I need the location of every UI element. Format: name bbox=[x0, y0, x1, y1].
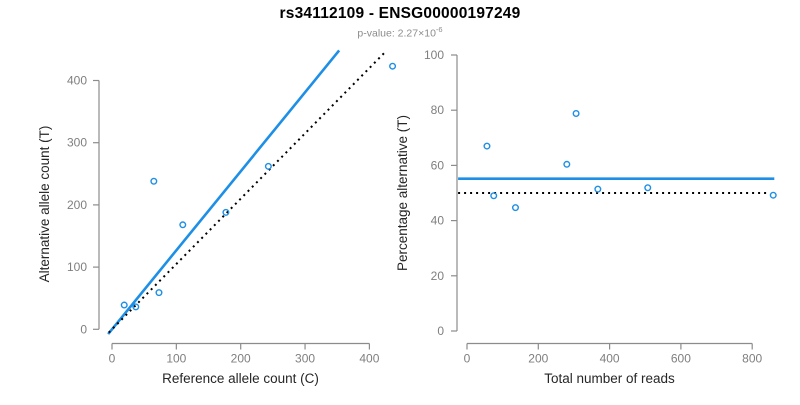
right-plot: 0 20 40 60 80 100 0 200 400 600 800 Total number of… bbox=[395, 48, 777, 386]
x-tick-label: 300 bbox=[295, 352, 315, 366]
x-tick-label: 200 bbox=[528, 352, 548, 366]
y-tick-label: 300 bbox=[67, 136, 87, 150]
data-point bbox=[132, 303, 140, 311]
data-point bbox=[511, 204, 519, 212]
figure-header: rs34112109 - ENSG00000197249 p-value: 2.… bbox=[0, 0, 800, 40]
data-point bbox=[120, 301, 128, 309]
x-axis-title: Reference allele count (C) bbox=[162, 371, 319, 386]
y-tick-label: 20 bbox=[431, 269, 445, 283]
y-tick-label: 0 bbox=[80, 322, 87, 336]
data-point bbox=[389, 62, 397, 70]
data-point bbox=[155, 289, 163, 297]
expected-50pct-line bbox=[108, 51, 386, 334]
data-point bbox=[490, 192, 498, 200]
data-point bbox=[179, 221, 187, 229]
data-point bbox=[563, 160, 571, 168]
data-point bbox=[222, 208, 230, 216]
x-tick-label: 800 bbox=[742, 352, 762, 366]
x-axis-title: Total number of reads bbox=[544, 371, 675, 386]
x-tick-label: 400 bbox=[600, 352, 620, 366]
plot-title: rs34112109 - ENSG00000197249 bbox=[279, 5, 521, 22]
x-tick-label: 100 bbox=[166, 352, 186, 366]
data-point bbox=[644, 184, 652, 192]
data-point bbox=[594, 185, 602, 193]
y-tick-label: 80 bbox=[431, 103, 445, 117]
left-plot: 0 100 200 300 400 0 100 200 300 400 Reference alle… bbox=[37, 49, 397, 386]
data-point bbox=[769, 191, 777, 199]
x-tick-label: 0 bbox=[464, 352, 471, 366]
x-tick-label: 400 bbox=[359, 352, 379, 366]
y-tick-label: 200 bbox=[67, 198, 87, 212]
data-point bbox=[264, 162, 272, 170]
data-point bbox=[150, 177, 158, 185]
p-value-exponent: -6 bbox=[435, 25, 443, 34]
x-tick-label: 0 bbox=[109, 352, 116, 366]
data-point bbox=[483, 142, 491, 150]
y-tick-label: 40 bbox=[431, 214, 445, 228]
y-tick-label: 100 bbox=[424, 48, 444, 62]
y-tick-label: 0 bbox=[437, 324, 444, 338]
p-value-subtitle: p-value: 2.27×10-6 bbox=[0, 23, 800, 40]
x-tick-label: 200 bbox=[231, 352, 251, 366]
y-tick-label: 60 bbox=[431, 158, 445, 172]
p-value-base: p-value: 2.27×10 bbox=[357, 27, 436, 40]
y-axis-title: Alternative allele count (T) bbox=[37, 126, 52, 283]
y-tick-label: 400 bbox=[67, 74, 87, 88]
data-point bbox=[572, 110, 580, 118]
x-tick-label: 600 bbox=[671, 352, 691, 366]
y-axis-title: Percentage alternative (T) bbox=[395, 115, 410, 271]
fit-line bbox=[107, 49, 341, 335]
y-tick-label: 100 bbox=[67, 260, 87, 274]
